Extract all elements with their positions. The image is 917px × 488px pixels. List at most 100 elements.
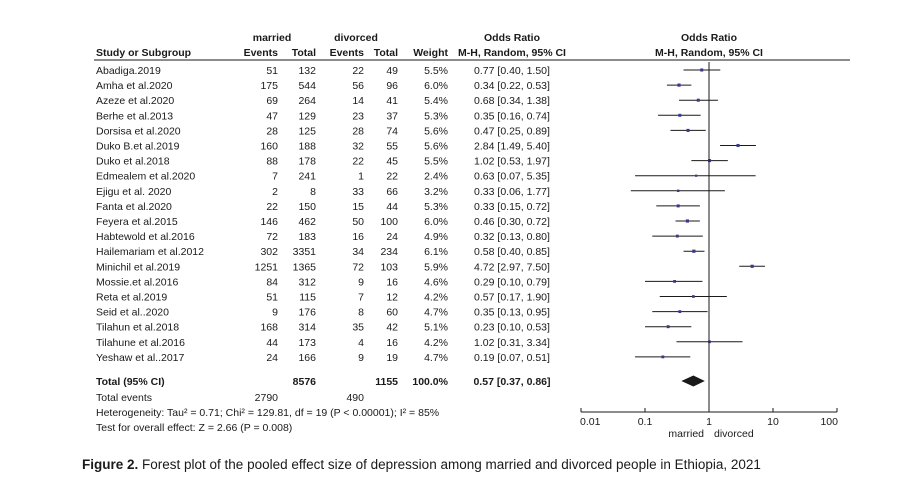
study-weight: 4.6%	[424, 276, 448, 288]
exp-events: 24	[266, 352, 278, 364]
effect-square	[673, 279, 676, 283]
ctrl-total: 12	[386, 292, 398, 304]
ctrl-events: 14	[352, 95, 364, 107]
col-header-study: Study or Subgroup	[96, 47, 191, 59]
effect-square	[700, 68, 704, 72]
axis-tick-label: 0.01	[580, 416, 601, 428]
effect-square	[685, 219, 690, 223]
study-weight: 5.4%	[424, 95, 448, 107]
ctrl-total: 103	[380, 261, 398, 273]
overall-effect-text: Test for overall effect: Z = 2.66 (P = 0…	[96, 422, 292, 434]
ctrl-events: 22	[352, 156, 364, 168]
study-ci: 0.29 [0.10, 0.79]	[474, 276, 550, 288]
study-ci: 0.77 [0.40, 1.50]	[474, 65, 550, 77]
exp-total: 178	[298, 156, 316, 168]
effect-square	[736, 143, 740, 148]
study-weight: 3.2%	[424, 186, 448, 198]
exp-events: 160	[260, 141, 278, 153]
col-header-ctrl-total: Total	[374, 47, 398, 59]
exp-events: 168	[260, 322, 278, 334]
col-header-exp-events: Events	[244, 47, 279, 59]
heterogeneity-text: Heterogeneity: Tau² = 0.71; Chi² = 129.8…	[96, 407, 439, 419]
total-weight: 100.0%	[412, 376, 448, 388]
study-weight: 5.5%	[424, 156, 448, 168]
effect-square	[678, 113, 682, 117]
study-weight: 4.7%	[424, 307, 448, 319]
ctrl-events: 56	[352, 80, 364, 92]
exp-total: 166	[298, 352, 316, 364]
study-name: Reta et al.2019	[96, 292, 167, 304]
exp-total: 125	[298, 125, 316, 137]
exp-total: 241	[298, 171, 316, 183]
ctrl-total: 45	[386, 156, 398, 168]
study-name: Abadiga.2019	[96, 65, 161, 77]
study-weight: 5.6%	[424, 125, 448, 137]
exp-events: 146	[260, 216, 278, 228]
effect-square	[677, 83, 681, 87]
effect-square	[678, 310, 682, 314]
study-name: Feyera et al.2015	[96, 216, 178, 228]
total-events-exp: 2790	[255, 392, 279, 404]
study-name: Amha et al.2020	[96, 80, 173, 92]
ctrl-events: 1	[358, 171, 364, 183]
study-name: Azeze et al.2020	[96, 95, 174, 107]
exp-total: 183	[298, 231, 316, 243]
axis-label-divorced: divorced	[714, 428, 754, 440]
exp-events: 88	[266, 156, 278, 168]
study-ci: 0.63 [0.07, 5.35]	[474, 171, 550, 183]
study-weight: 5.3%	[424, 110, 448, 122]
exp-total: 544	[298, 80, 316, 92]
exp-events: 302	[260, 246, 278, 258]
study-name: Duko et al.2018	[96, 156, 170, 168]
study-marks	[630, 68, 766, 387]
ctrl-total: 96	[386, 80, 398, 92]
effect-square	[686, 128, 690, 132]
effect-square	[661, 355, 665, 359]
exp-total: 3351	[293, 246, 317, 258]
ctrl-total: 42	[386, 322, 398, 334]
pooled-diamond	[681, 375, 705, 387]
study-name: Mossie.et al.2016	[96, 276, 178, 288]
study-ci: 0.57 [0.17, 1.90]	[474, 292, 550, 304]
ctrl-total: 22	[386, 171, 398, 183]
summary-block: Total (95% CI) 8576 1155 100.0% 0.57 [0.…	[96, 376, 551, 434]
study-weight: 2.4%	[424, 171, 448, 183]
forest-plot: married divorced Odds Ratio Odds Ratio S…	[94, 32, 850, 440]
exp-events: 51	[266, 65, 278, 77]
total-label: Total (95% CI)	[96, 376, 165, 388]
caption-text: Forest plot of the pooled effect size of…	[138, 457, 761, 472]
study-ci: 0.68 [0.34, 1.38]	[474, 95, 550, 107]
study-weight: 5.6%	[424, 141, 448, 153]
ctrl-total: 16	[386, 337, 398, 349]
study-ci: 1.02 [0.53, 1.97]	[474, 156, 550, 168]
study-ci: 2.84 [1.49, 5.40]	[474, 141, 550, 153]
ctrl-total: 100	[380, 216, 398, 228]
effect-square	[708, 340, 711, 344]
axis-tick-label: 0.1	[638, 416, 653, 428]
exp-total: 312	[298, 276, 316, 288]
ctrl-events: 72	[352, 261, 364, 273]
exp-events: 2	[272, 186, 278, 198]
col-header-weight: Weight	[413, 47, 448, 59]
exp-events: 28	[266, 125, 278, 137]
ctrl-total: 41	[386, 95, 398, 107]
ctrl-events: 34	[352, 246, 364, 258]
col-header-or-plot: M-H, Random, 95% CI	[655, 47, 763, 59]
effect-square	[750, 264, 754, 268]
ctrl-total: 60	[386, 307, 398, 319]
ctrl-events: 35	[352, 322, 364, 334]
study-weight: 6.0%	[424, 216, 448, 228]
exp-events: 9	[272, 307, 278, 319]
group-header-odds-ratio-left: Odds Ratio	[484, 32, 540, 44]
ctrl-events: 28	[352, 125, 364, 137]
exp-events: 175	[260, 80, 278, 92]
study-ci: 1.02 [0.31, 3.34]	[474, 337, 550, 349]
total-events-label: Total events	[96, 392, 152, 404]
x-axis: 0.01 0.1 1 10 100 married divorced	[580, 62, 838, 440]
ctrl-events: 7	[358, 292, 364, 304]
exp-total: 115	[299, 292, 316, 304]
study-ci: 0.33 [0.06, 1.77]	[474, 186, 550, 198]
effect-square	[695, 174, 698, 177]
ctrl-total: 44	[386, 201, 398, 213]
total-ci: 0.57 [0.37, 0.86]	[473, 376, 550, 388]
